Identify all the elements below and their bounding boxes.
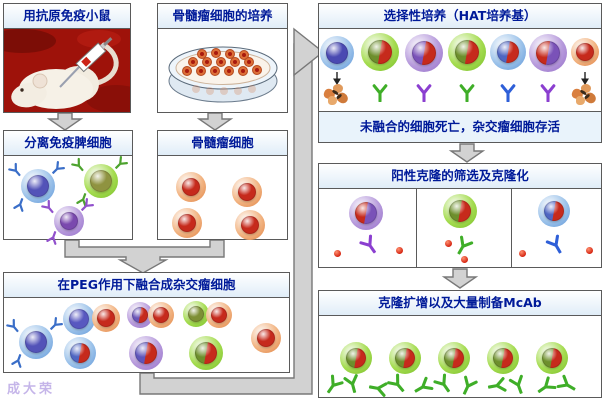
spleen-b-cell xyxy=(41,198,94,245)
box-culture: 骨髓瘤细胞的培养 xyxy=(157,3,288,113)
hybridoma-cell xyxy=(443,194,477,228)
watermark: 成大荣 xyxy=(7,382,56,397)
antibody-icon xyxy=(385,372,413,400)
antigen-dot xyxy=(444,239,452,247)
hybridoma-cell xyxy=(448,33,486,71)
box-screening-title: 阳性克隆的筛选及克隆化 xyxy=(319,164,601,189)
antibody-icon xyxy=(507,374,531,401)
spleen-b-cell xyxy=(6,317,63,368)
hybridoma-cell xyxy=(340,342,372,374)
myeloma-cell xyxy=(176,172,206,202)
hybridoma-cell xyxy=(189,336,223,370)
antibody-icon xyxy=(341,373,364,399)
antibody-icon xyxy=(407,375,435,402)
antibody-icon xyxy=(371,84,389,106)
b-cell-receptor-icon xyxy=(74,195,97,218)
petri-dish-illustration xyxy=(168,46,278,103)
antibody-icon xyxy=(539,84,557,106)
myeloma-cell xyxy=(232,177,262,207)
antigen-dot xyxy=(395,246,403,254)
b-cell-receptor-icon xyxy=(45,158,68,181)
hybridoma-cell xyxy=(538,195,570,227)
b-cell-receptor-icon xyxy=(5,160,27,183)
box-culture-title: 骨髓瘤细胞的培养 xyxy=(158,4,287,29)
cell xyxy=(320,36,354,70)
myeloma-cell xyxy=(235,210,265,240)
myeloma-cell xyxy=(92,304,120,332)
dead-cell-icon xyxy=(322,82,350,106)
panel-divider xyxy=(511,189,512,267)
antigen-dot xyxy=(460,255,468,263)
antibody-icon xyxy=(449,234,476,262)
small-down-arrow-icon xyxy=(332,70,342,89)
box-immunize-title: 用抗原免疫小鼠 xyxy=(4,4,130,29)
antigen-dot xyxy=(585,246,593,254)
panel-divider xyxy=(416,189,417,267)
myeloma-cell xyxy=(148,302,174,328)
myeloma-cell xyxy=(571,38,599,66)
cell xyxy=(63,303,95,335)
antibody-icon xyxy=(318,373,345,401)
hybridoma-cell xyxy=(64,337,96,369)
spleen-b-cell xyxy=(71,156,128,207)
dead-cell-icon xyxy=(570,82,598,106)
b-cell-receptor-icon xyxy=(68,155,90,178)
antibody-icon xyxy=(357,233,384,261)
antibody-icon xyxy=(483,375,508,397)
hybridoma-cell xyxy=(405,34,443,72)
myeloma-cell xyxy=(206,302,232,328)
antigen-dot xyxy=(518,249,526,257)
box-spleen-title: 分离免疫脾细胞 xyxy=(4,131,132,156)
box-fusion-title: 在PEG作用下融合成杂交瘤细胞 xyxy=(4,273,289,298)
small-down-arrow-icon xyxy=(580,70,590,89)
antibody-icon xyxy=(544,233,571,261)
box-immunize: 用抗原免疫小鼠 xyxy=(0,3,146,113)
b-cell-receptor-icon xyxy=(108,153,131,176)
hybridoma-cell xyxy=(490,34,526,70)
hybridoma-cell xyxy=(361,33,399,71)
spleen-b-cell xyxy=(8,161,65,212)
hybridoma-cell xyxy=(349,196,383,230)
antibody-icon xyxy=(530,374,558,401)
b-cell-receptor-icon xyxy=(74,187,93,209)
antigen-dot xyxy=(333,249,341,257)
b-cell-receptor-icon xyxy=(44,225,63,247)
cell xyxy=(183,301,209,327)
hybridoma-cell xyxy=(389,342,421,374)
antibody-icon xyxy=(431,372,458,400)
myeloma-cell xyxy=(251,323,281,353)
antibody-icon xyxy=(364,377,389,399)
antibody-icon xyxy=(454,374,480,402)
box-hat-title: 选择性培养（HAT培养基） xyxy=(319,4,601,29)
box-myeloma-title: 骨髓瘤细胞 xyxy=(158,131,287,156)
b-cell-receptor-icon xyxy=(3,316,25,339)
antibody-icon xyxy=(499,84,517,106)
hybridoma-cell xyxy=(438,342,470,374)
b-cell-receptor-icon xyxy=(38,197,60,220)
b-cell-receptor-icon xyxy=(9,348,28,370)
antibody-icon xyxy=(458,84,476,106)
hybridoma-cell xyxy=(487,342,519,374)
hybridoma-cell xyxy=(536,342,568,374)
myeloma-cell xyxy=(172,208,202,238)
hat-note: 未融合的细胞死亡，杂交瘤细胞存活 xyxy=(319,111,601,142)
hybridoma-cell xyxy=(129,336,163,370)
box-mcab-title: 克隆扩增以及大量制备McAb xyxy=(319,291,601,316)
antibody-icon xyxy=(415,84,433,106)
b-cell-receptor-icon xyxy=(11,192,30,214)
antibody-icon xyxy=(555,373,583,400)
b-cell-receptor-icon xyxy=(43,314,66,337)
hybridoma-cell xyxy=(529,34,567,72)
